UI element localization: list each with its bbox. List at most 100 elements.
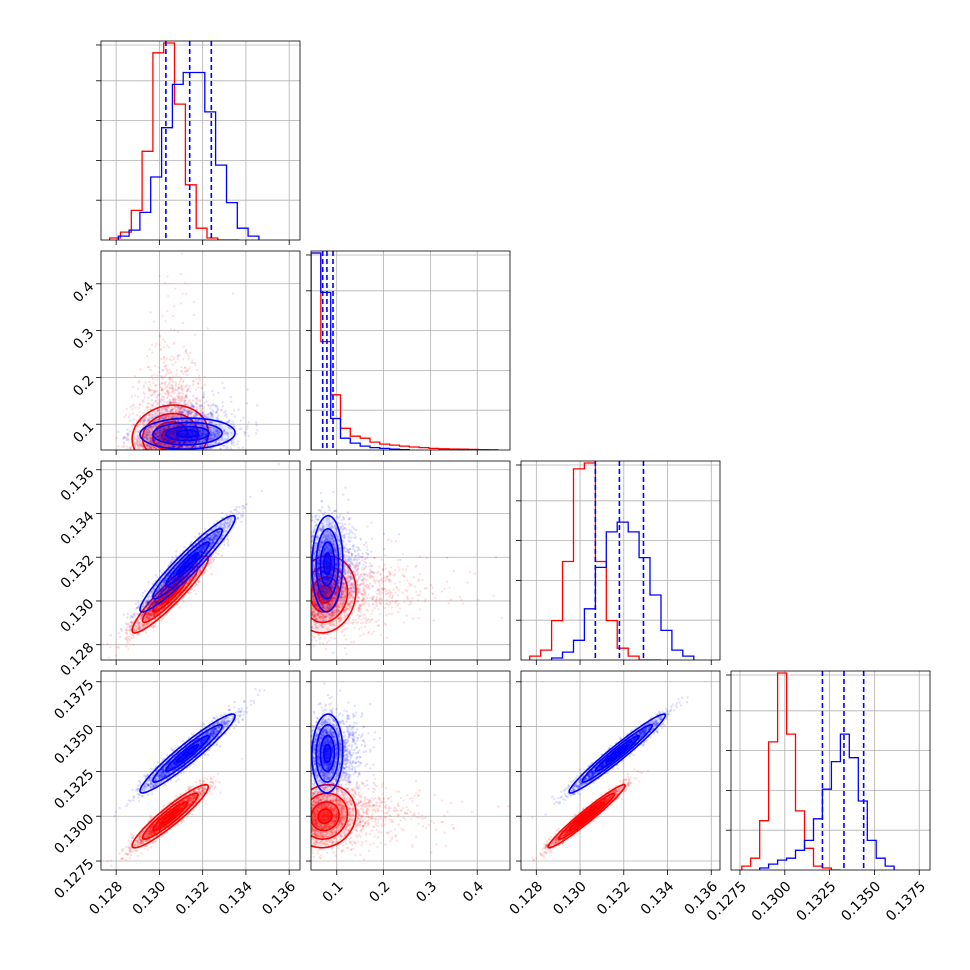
scatter-point [163,400,166,404]
scatter-point [163,408,166,411]
scatter-point [192,415,195,418]
scatter-point [169,416,173,419]
scatter-point [149,434,153,437]
scatter-point [186,453,188,455]
scatter-point [169,394,172,398]
scatter-point [187,357,190,360]
scatter-point [166,344,169,347]
scatter-point [176,419,180,422]
scatter-point [162,453,164,455]
scatter-point [180,455,182,457]
scatter-point [133,394,137,397]
scatter-point [191,359,194,362]
scatter-point [161,450,163,452]
scatter-point [160,376,164,379]
scatter-point [194,457,196,459]
scatter-point [210,404,213,407]
scatter-point [164,456,166,458]
scatter-point [167,225,169,227]
scatter-point [180,384,183,387]
scatter-point [175,451,177,453]
scatter-point [126,434,130,438]
scatter-point [161,389,164,392]
scatter-point [171,389,174,392]
scatter-point [194,397,197,400]
scatter-point [171,314,175,318]
scatter-point [154,246,156,248]
scatter-point [168,453,170,455]
scatter-point [158,334,161,337]
scatter-point [164,444,167,448]
scatter-point [200,423,203,426]
scatter-point [176,457,178,459]
scatter-point [189,463,191,465]
scatter-point [133,375,137,378]
scatter-point [168,398,171,402]
scatter-point [147,389,150,392]
scatter-point [163,427,166,430]
scatter-point [184,423,187,427]
scatter-point [166,275,169,278]
scatter-point [180,442,183,445]
scatter-point [169,376,173,379]
scatter-point [144,443,147,446]
scatter-point [127,439,130,442]
scatter-point [165,385,168,388]
scatter-point [202,424,205,428]
scatter-point [145,444,149,447]
scatter-point [232,409,236,412]
scatter-point [193,454,195,456]
histogram-blue-1 [311,252,410,450]
scatter-point [180,388,183,391]
scatter-point [152,454,154,456]
scatter-point [173,445,177,448]
scatter-point [170,378,174,381]
scatter-point [131,452,133,454]
scatter-point [178,452,180,454]
scatter-point [155,433,158,436]
scatter-point [201,396,205,399]
scatter-point [195,397,198,401]
scatter-point [189,401,192,404]
scatter-point [144,434,147,437]
scatter-point [165,452,167,454]
scatter-point [176,452,178,454]
scatter-point [145,457,147,459]
scatter-point [185,459,187,461]
scatter-point [148,413,151,417]
scatter-point [160,454,162,456]
scatter-point [164,392,167,395]
scatter-point [171,398,174,401]
scatter-point [133,450,135,452]
scatter-point [166,416,170,420]
scatter-point [164,367,167,370]
scatter-point [163,456,165,458]
scatter-point [163,444,166,447]
scatter-point [166,456,168,458]
scatter-point [187,409,191,412]
scatter-point [149,389,152,392]
scatter-point [164,453,166,455]
scatter-point [170,451,172,453]
scatter-point [177,396,181,399]
scatter-point [220,408,223,411]
scatter-point [166,452,168,454]
scatter-point [181,390,184,393]
scatter-point [126,453,128,455]
scatter-point [176,454,178,456]
scatter-point [165,456,167,458]
scatter-point [163,381,166,385]
scatter-point [168,386,171,389]
scatter-point [208,456,210,458]
scatter-point [199,452,201,454]
scatter-point [176,440,179,444]
scatter-point [172,398,175,401]
scatter-point [155,396,158,399]
scatter-point [148,445,151,449]
scatter-point [175,424,178,428]
scatter-point [167,443,170,447]
scatter-point [140,445,143,448]
scatter-point [182,458,184,460]
scatter-point [188,385,192,388]
scatter-point [189,437,192,440]
